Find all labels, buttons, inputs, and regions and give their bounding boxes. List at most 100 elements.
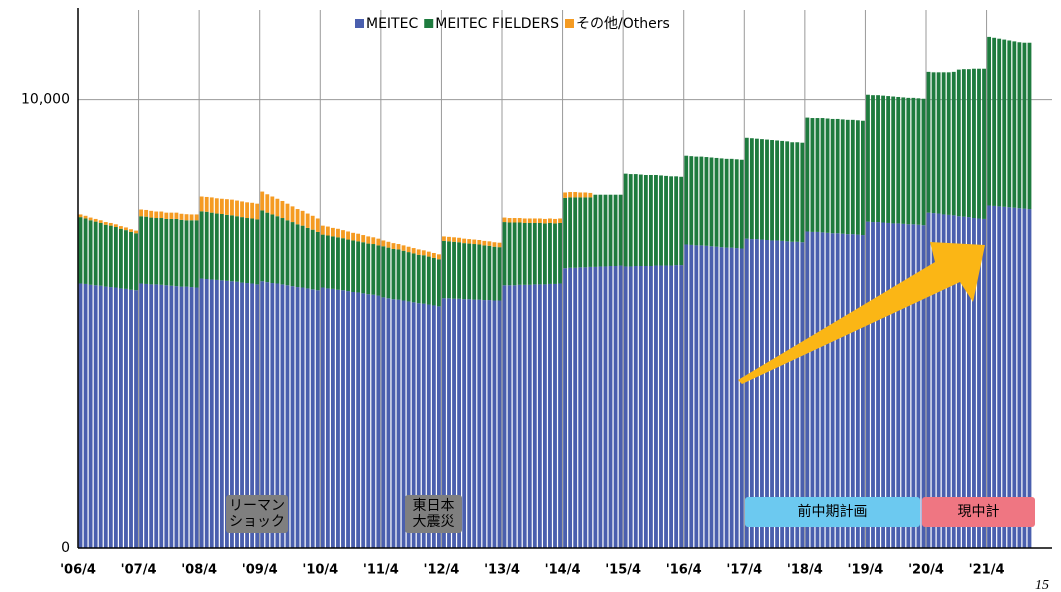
bar-segment: [209, 212, 214, 280]
bar-segment: [901, 97, 906, 224]
bar-segment: [982, 218, 986, 548]
bar-segment: [386, 247, 391, 299]
bar-segment: [674, 265, 679, 548]
bar-segment: [689, 244, 694, 548]
bar-segment: [426, 251, 431, 257]
bar-segment: [654, 265, 658, 548]
bar-segment: [684, 155, 689, 245]
bar-segment: [517, 222, 522, 285]
bar-segment: [361, 242, 366, 294]
bar-segment: [583, 267, 588, 548]
bar-segment: [255, 203, 260, 220]
bar-segment: [800, 142, 805, 243]
bar-segment: [361, 235, 366, 243]
bar-segment: [694, 156, 699, 246]
bar-segment: [396, 244, 401, 250]
bar-segment: [860, 120, 865, 236]
bar-segment: [780, 240, 785, 548]
bar-segment: [770, 140, 774, 241]
bar-segment: [512, 218, 517, 223]
bar-segment: [578, 197, 583, 268]
bar-segment: [961, 69, 966, 217]
bar-segment: [260, 210, 265, 282]
bar-segment: [623, 266, 628, 548]
bar-segment: [1012, 207, 1017, 548]
bar-segment: [320, 234, 325, 288]
bar-segment: [411, 248, 416, 254]
y-tick-label: 0: [61, 540, 70, 556]
bar-segment: [245, 218, 250, 284]
bar-segment: [815, 231, 820, 549]
bar-segment: [457, 237, 462, 243]
bar-segment: [310, 289, 315, 548]
bar-segment: [982, 68, 986, 219]
bar-segment: [568, 197, 573, 268]
bar-segment: [654, 174, 658, 266]
bar-segment: [532, 218, 537, 223]
bar-segment: [825, 118, 830, 233]
bar-segment: [603, 266, 608, 548]
bar-segment: [775, 240, 780, 548]
bar-segment: [830, 118, 835, 234]
x-tick-label: '14/4: [545, 563, 581, 578]
bar-segment: [674, 176, 679, 266]
bar-segment: [250, 218, 255, 284]
bar-segment: [810, 118, 815, 232]
bar-segment: [931, 213, 936, 548]
bar-segment: [659, 265, 663, 548]
bar-segment: [113, 224, 118, 227]
bar-segment: [83, 283, 88, 548]
bar-segment: [522, 284, 527, 548]
bar-segment: [336, 237, 340, 290]
bar-segment: [421, 250, 426, 256]
x-tick-label: '13/4: [484, 563, 520, 578]
bar-segment: [295, 224, 300, 288]
bar-segment: [230, 281, 234, 548]
bar-segment: [785, 241, 790, 548]
y-tick-label: 10,000: [21, 92, 70, 108]
x-tick-label: '20/4: [908, 563, 944, 578]
bar-segment: [477, 239, 482, 245]
bar-segment: [956, 216, 961, 548]
annotation-text: 大震災: [413, 514, 455, 530]
bar-segment: [230, 199, 234, 216]
bar-segment: [275, 283, 280, 548]
bar-segment: [421, 303, 426, 548]
bar-segment: [613, 265, 618, 548]
bar-segment: [886, 222, 891, 549]
bar-segment: [1027, 42, 1032, 210]
bar-segment: [118, 228, 123, 289]
bar-segment: [184, 214, 189, 221]
bar-segment: [356, 292, 361, 548]
bar-segment: [911, 97, 916, 225]
bar-segment: [98, 222, 103, 286]
bar-segment: [820, 232, 825, 548]
annotation-box: [226, 495, 288, 533]
bar-segment: [204, 211, 209, 279]
bar-segment: [169, 212, 174, 219]
bar-segment: [265, 194, 270, 213]
bar-segment: [805, 231, 810, 548]
bar-segment: [896, 223, 901, 548]
bar-segment: [739, 159, 744, 249]
bar-segment: [608, 194, 613, 266]
bar-segment: [452, 237, 456, 242]
bar-segment: [881, 222, 886, 548]
bar-segment: [346, 239, 350, 292]
bar-segment: [507, 285, 512, 548]
bar-segment: [376, 295, 381, 548]
bar-segment: [184, 220, 189, 287]
bar-segment: [396, 249, 401, 300]
bar-segment: [901, 223, 906, 549]
bar-segment: [305, 213, 310, 228]
bar-segment: [593, 266, 598, 548]
bar-segment: [1022, 208, 1027, 548]
bar-segment: [502, 285, 507, 548]
bar-segment: [598, 194, 603, 267]
bar-segment: [598, 266, 603, 548]
bar-segment: [235, 216, 239, 282]
bar-segment: [477, 299, 482, 548]
bar-segment: [351, 240, 356, 293]
bar-segment: [426, 256, 431, 305]
